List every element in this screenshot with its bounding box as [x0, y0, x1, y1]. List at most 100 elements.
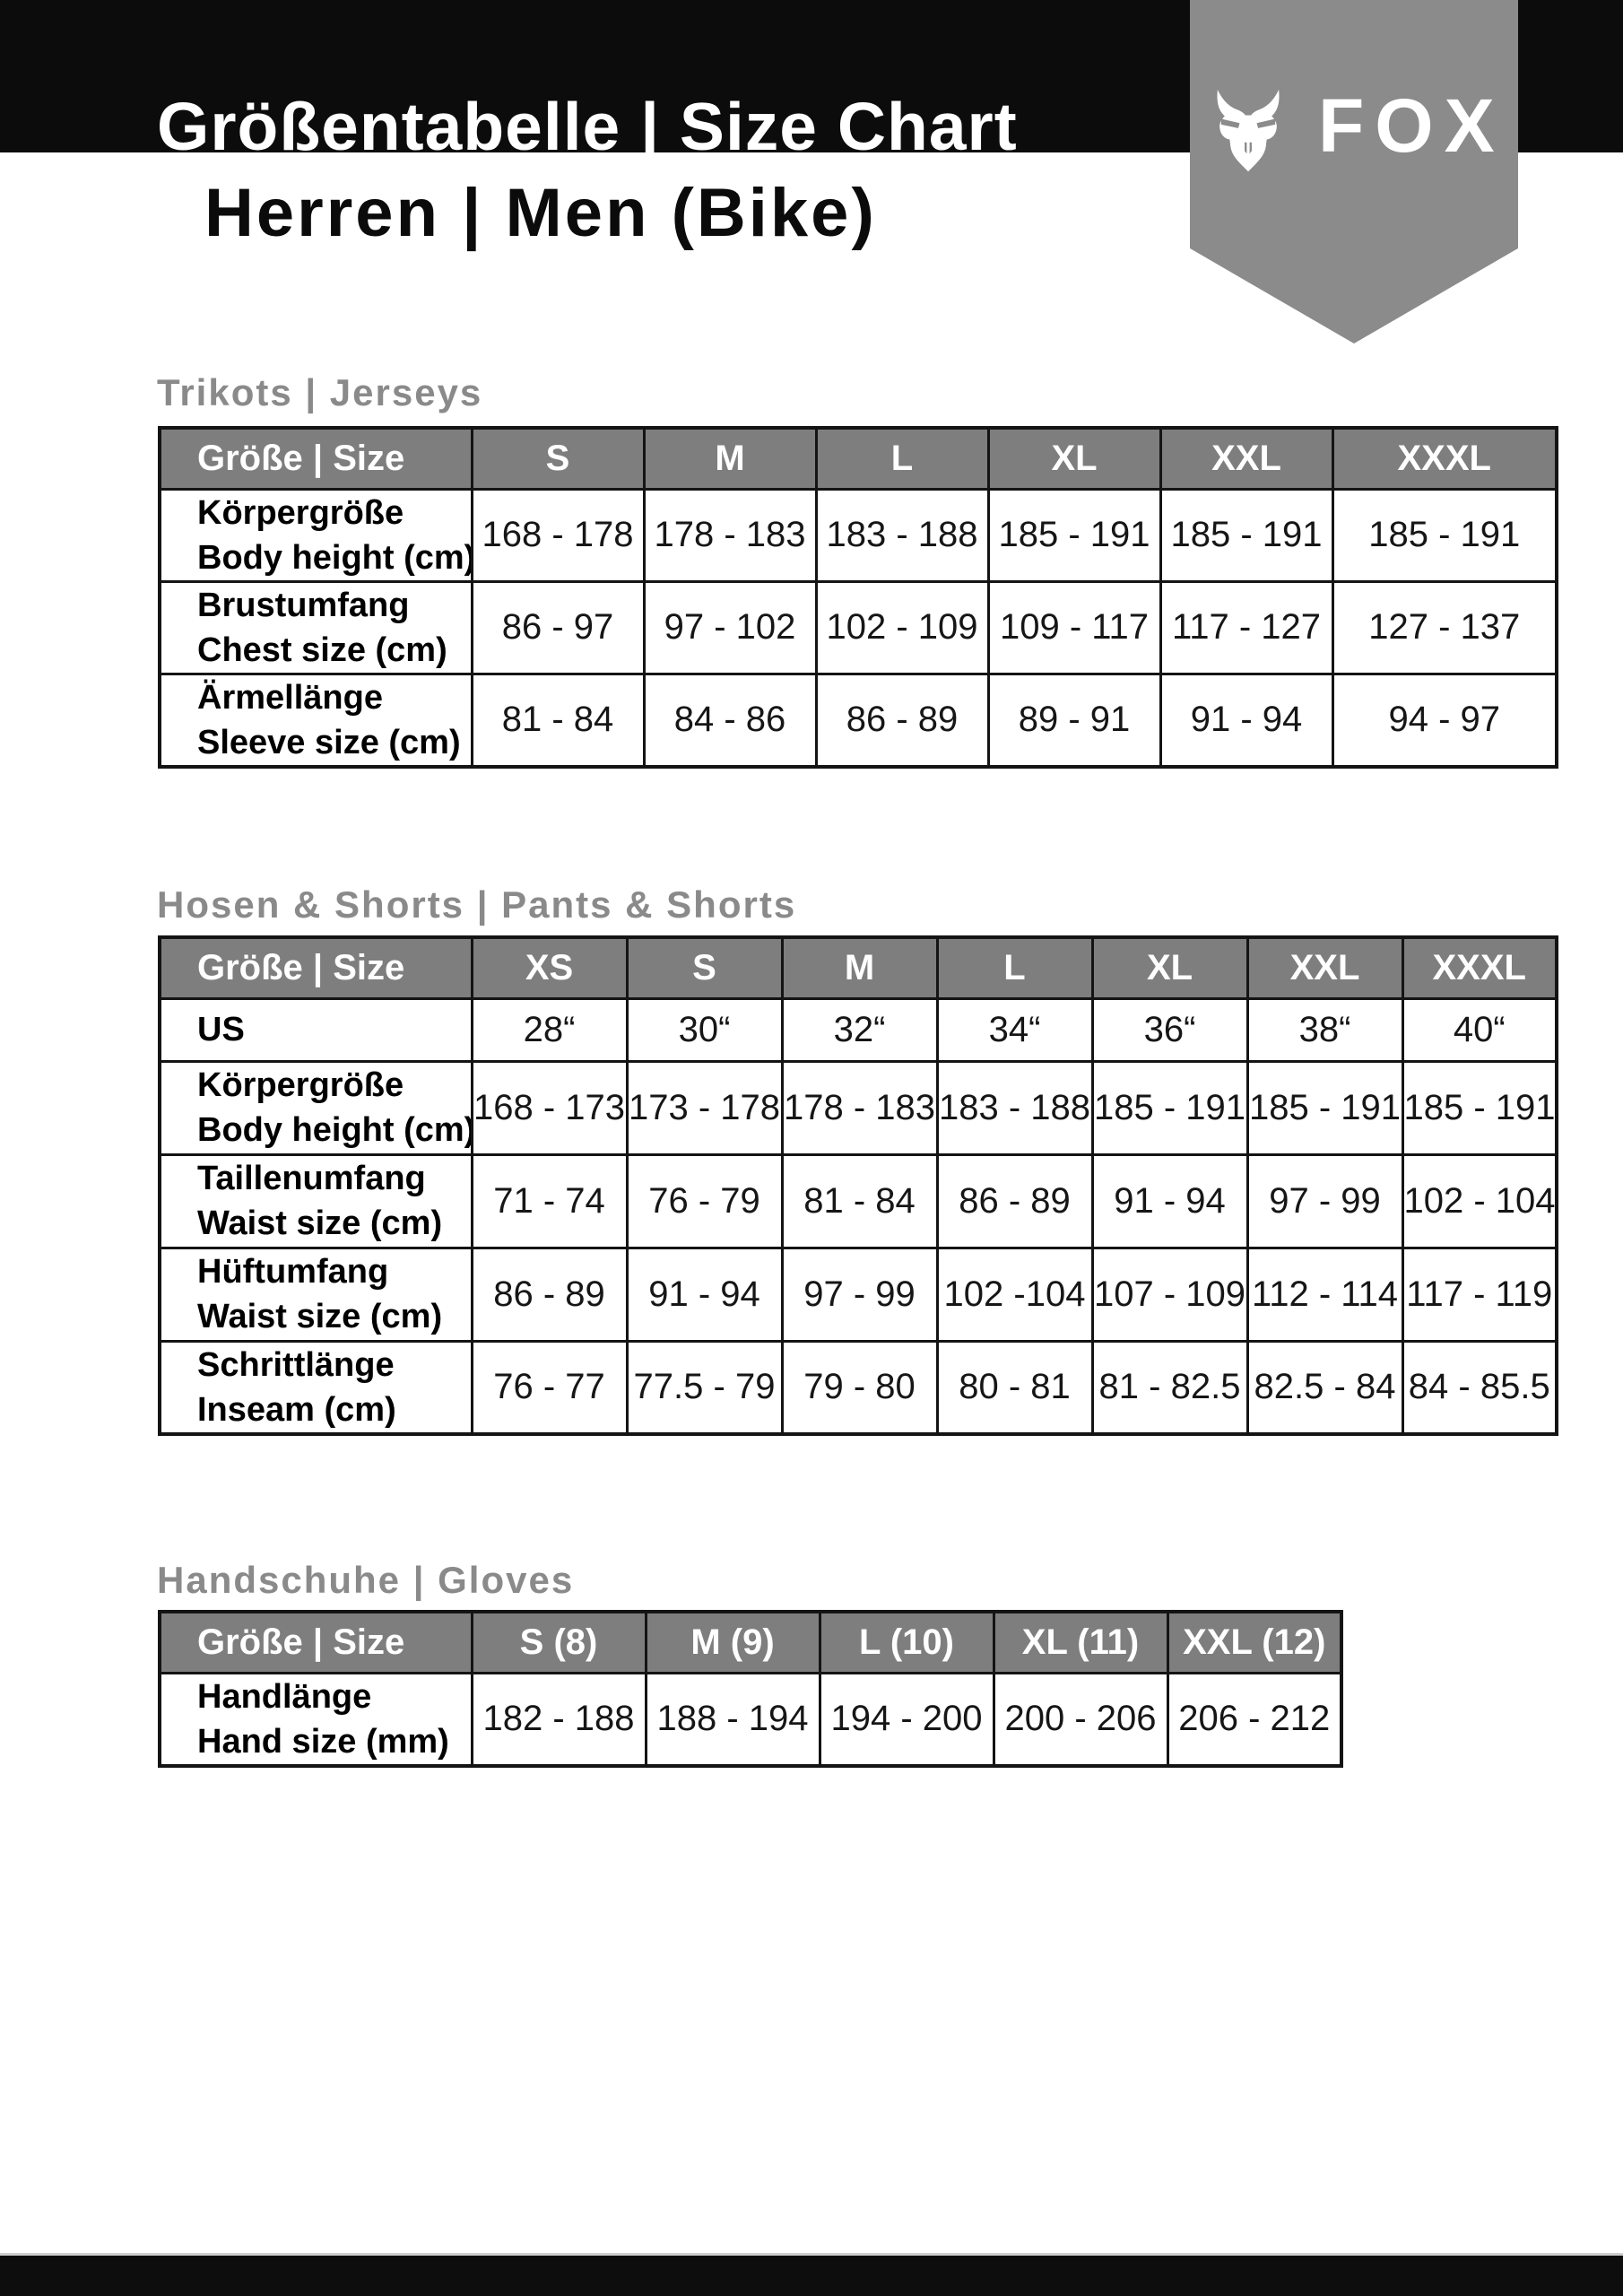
- value-cell: 84 - 86: [642, 672, 818, 768]
- table-row: Handlänge Hand size (mm) 182 - 188 188 - 19…: [158, 1671, 1343, 1768]
- size-table-jerseys: Größe | Size S M L XL XXL XXXL Körpergröße Body …: [158, 426, 1558, 769]
- value-cell: 91 - 94: [1090, 1152, 1249, 1249]
- table-row: Schrittlänge Inseam (cm) 76 - 77 77.5 - 79 7…: [158, 1339, 1558, 1436]
- value-cell: 76 - 79: [625, 1152, 784, 1249]
- header-size-cell: S (8): [470, 1610, 647, 1674]
- value-cell: 185 - 191: [986, 487, 1162, 583]
- table-header-row: Größe | Size S M L XL XXL XXXL: [158, 426, 1558, 491]
- value-cell: 71 - 74: [470, 1152, 629, 1249]
- page-title: Größentabelle | Size Chart: [157, 89, 1018, 164]
- value-cell: 97 - 99: [1245, 1152, 1404, 1249]
- table-row: Brustumfang Chest size (cm) 86 - 97 97 - 10…: [158, 579, 1558, 675]
- value-cell: 185 - 191: [1401, 1059, 1558, 1156]
- header-size-cell: XXL: [1159, 426, 1334, 491]
- header-size-cell: M: [780, 935, 939, 1000]
- row-label-cell: Brustumfang Chest size (cm): [158, 579, 473, 675]
- value-cell: 30“: [625, 996, 784, 1063]
- value-cell: 81 - 84: [470, 672, 646, 768]
- value-cell: 178 - 183: [780, 1059, 939, 1156]
- header-label-cell: Größe | Size: [158, 1610, 473, 1674]
- row-label-en: Sleeve size (cm): [197, 723, 461, 761]
- section-title-gloves: Handschuhe | Gloves: [157, 1559, 575, 1601]
- table-row: US 28“ 30“ 32“ 34“ 36“ 38“ 40“: [158, 996, 1558, 1063]
- page-subtitle: Herren | Men (Bike): [204, 175, 877, 251]
- value-cell: 117 - 119: [1401, 1246, 1558, 1343]
- value-cell: 185 - 191: [1090, 1059, 1249, 1156]
- row-label-de: US: [197, 1011, 245, 1048]
- header-label-cell: Größe | Size: [158, 935, 473, 1000]
- value-cell: 168 - 178: [470, 487, 646, 583]
- row-label-en: Waist size (cm): [197, 1205, 443, 1242]
- header-size-cell: L: [935, 935, 1094, 1000]
- header-size-cell: XXXL: [1331, 426, 1558, 491]
- value-cell: 182 - 188: [470, 1671, 647, 1768]
- row-label-de: Brustumfang: [197, 586, 410, 624]
- value-cell: 81 - 82.5: [1090, 1339, 1249, 1436]
- row-label-de: Handlänge: [197, 1677, 372, 1716]
- table-row: Taillenumfang Waist size (cm) 71 - 74 76 - …: [158, 1152, 1558, 1249]
- value-cell: 185 - 191: [1331, 487, 1558, 583]
- row-label-de: Hüftumfang: [197, 1253, 389, 1291]
- row-label-de: Körpergröße: [197, 493, 404, 532]
- header-size-cell: L (10): [818, 1610, 995, 1674]
- row-label-en: Inseam (cm): [197, 1390, 396, 1429]
- header-size-cell: XL: [1090, 935, 1249, 1000]
- row-label-en: Body height (cm): [197, 1111, 472, 1149]
- value-cell: 81 - 84: [780, 1152, 939, 1249]
- row-label-cell: Schrittlänge Inseam (cm): [158, 1339, 473, 1436]
- row-label-de: Taillenumfang: [197, 1160, 426, 1197]
- value-cell: 32“: [780, 996, 939, 1063]
- value-cell: 109 - 117: [986, 579, 1162, 675]
- header-size-cell: XS: [470, 935, 629, 1000]
- row-label-en: Waist size (cm): [197, 1298, 443, 1335]
- table-row: Körpergröße Body height (cm) 168 - 173 173 …: [158, 1059, 1558, 1156]
- value-cell: 173 - 178: [625, 1059, 784, 1156]
- value-cell: 183 - 188: [935, 1059, 1094, 1156]
- row-label-cell: Taillenumfang Waist size (cm): [158, 1152, 473, 1249]
- value-cell: 97 - 102: [642, 579, 818, 675]
- table-header-row: Größe | Size XS S M L XL XXL XXXL: [158, 935, 1558, 1000]
- value-cell: 34“: [935, 996, 1094, 1063]
- value-cell: 36“: [1090, 996, 1249, 1063]
- value-cell: 91 - 94: [625, 1246, 784, 1343]
- row-label-en: Hand size (mm): [197, 1722, 449, 1761]
- value-cell: 97 - 99: [780, 1246, 939, 1343]
- row-label-en: Body height (cm): [197, 538, 472, 577]
- value-cell: 84 - 85.5: [1401, 1339, 1558, 1436]
- value-cell: 80 - 81: [935, 1339, 1094, 1436]
- row-label-cell: Handlänge Hand size (mm): [158, 1671, 473, 1768]
- value-cell: 77.5 - 79: [625, 1339, 784, 1436]
- table-row: Hüftumfang Waist size (cm) 86 - 89 91 - 94 9…: [158, 1246, 1558, 1343]
- header-size-cell: S: [470, 426, 646, 491]
- value-cell: 79 - 80: [780, 1339, 939, 1436]
- header-size-cell: M (9): [644, 1610, 821, 1674]
- footer-bar: [0, 2253, 1623, 2296]
- header-size-cell: S: [625, 935, 784, 1000]
- header-size-cell: XXXL: [1401, 935, 1558, 1000]
- value-cell: 28“: [470, 996, 629, 1063]
- value-cell: 102 - 109: [814, 579, 990, 675]
- value-cell: 82.5 - 84: [1245, 1339, 1404, 1436]
- row-label-cell: Ärmellänge Sleeve size (cm): [158, 672, 473, 768]
- value-cell: 38“: [1245, 996, 1404, 1063]
- header-size-cell: XL: [986, 426, 1162, 491]
- value-cell: 194 - 200: [818, 1671, 995, 1768]
- value-cell: 76 - 77: [470, 1339, 629, 1436]
- value-cell: 188 - 194: [644, 1671, 821, 1768]
- value-cell: 117 - 127: [1159, 579, 1334, 675]
- value-cell: 86 - 97: [470, 579, 646, 675]
- value-cell: 89 - 91: [986, 672, 1162, 768]
- table-row: Körpergröße Body height (cm) 168 - 178 178 …: [158, 487, 1558, 583]
- table-header-row: Größe | Size S (8) M (9) L (10) XL (11) XXL (…: [158, 1610, 1343, 1674]
- value-cell: 102 - 104: [1401, 1152, 1558, 1249]
- value-cell: 127 - 137: [1331, 579, 1558, 675]
- value-cell: 185 - 191: [1245, 1059, 1404, 1156]
- header-size-cell: XXL: [1245, 935, 1404, 1000]
- value-cell: 102 -104: [935, 1246, 1094, 1343]
- row-label-cell: Hüftumfang Waist size (cm): [158, 1246, 473, 1343]
- header-size-cell: XXL (12): [1166, 1610, 1343, 1674]
- row-label-de: Ärmellänge: [197, 678, 383, 717]
- table-row: Ärmellänge Sleeve size (cm) 81 - 84 84 - 86…: [158, 672, 1558, 768]
- value-cell: 86 - 89: [814, 672, 990, 768]
- section-title-pants: Hosen & Shorts | Pants & Shorts: [157, 883, 797, 926]
